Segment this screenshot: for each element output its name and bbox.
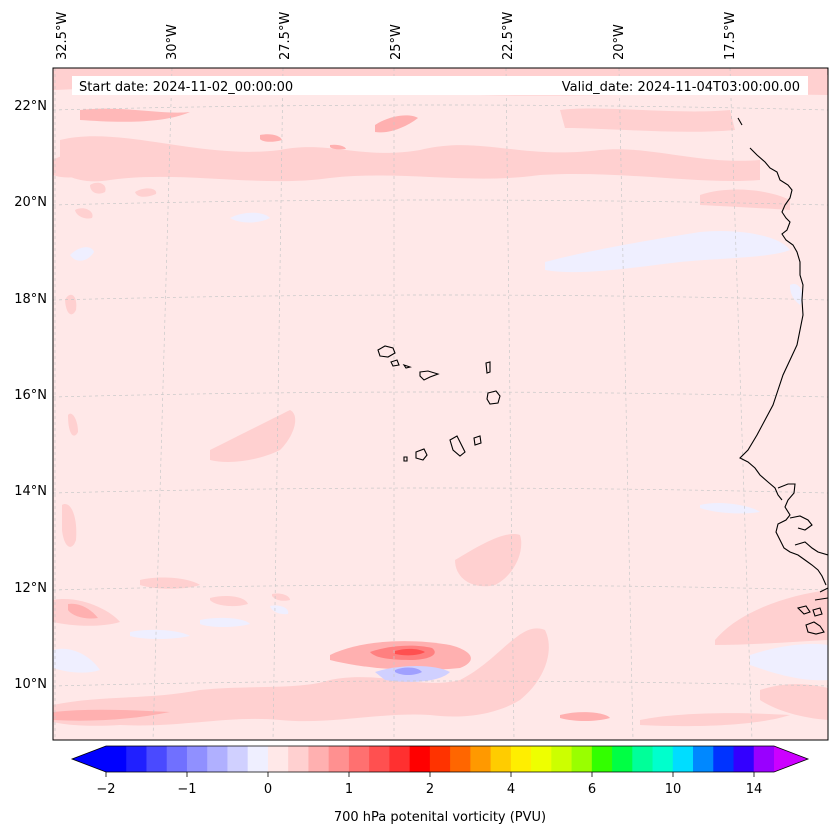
african-coastline [737, 68, 828, 635]
map-frame [52, 67, 829, 741]
lon-label: 32.5°W [55, 12, 70, 60]
colorbar-ticks: −2 −1 0 1 2 4 6 10 14 [96, 772, 762, 797]
latitude-labels: 22°N 20°N 18°N 16°N 14°N 12°N 10°N [14, 99, 47, 692]
colorbar-tick-label: 0 [264, 782, 272, 797]
colorbar-cell [166, 746, 188, 772]
colorbar-cell [207, 746, 228, 772]
colorbar-cell [126, 746, 147, 772]
colorbar-cell [106, 746, 127, 772]
colorbar-cell [328, 746, 350, 772]
colorbar-cell [146, 746, 168, 772]
colorbar: −2 −1 0 1 2 4 6 10 14 700 hPa potenital vorticit… [70, 745, 810, 825]
colorbar-cell [186, 746, 208, 772]
colorbar-cell [409, 746, 431, 772]
colorbar-cell [672, 746, 694, 772]
colorbar-cell [369, 746, 390, 772]
lon-label: 20°W [612, 24, 627, 60]
colorbar-outline [70, 745, 810, 773]
lon-label: 25°W [389, 24, 404, 60]
colorbar-cell [450, 746, 471, 772]
colorbar-tick-label: −1 [177, 782, 196, 797]
colorbar-tick-label: 6 [588, 782, 596, 797]
colorbar-cell [531, 746, 552, 772]
colorbar-label: 700 hPa potenital vorticity (PVU) [334, 810, 546, 825]
colorbar-tick-label: 1 [345, 782, 353, 797]
lon-label: 30°W [165, 24, 180, 60]
colorbar-cell [247, 746, 269, 772]
lat-label: 10°N [14, 677, 47, 692]
colorbar-tick-label: 4 [507, 782, 515, 797]
colorbar-cell [612, 746, 633, 772]
colorbar-cell [571, 746, 593, 772]
colorbar-cell [753, 746, 775, 772]
lat-label: 16°N [14, 388, 47, 403]
colorbar-cell [288, 746, 309, 772]
colorbar-cell [591, 746, 613, 772]
lat-label: 20°N [14, 195, 47, 210]
lon-label: 17.5°W [723, 12, 738, 60]
lat-label: 14°N [14, 484, 47, 499]
graticule [53, 68, 828, 740]
colorbar-cell [551, 746, 573, 772]
info-box [72, 76, 808, 95]
lat-label: 22°N [14, 99, 47, 114]
colorbar-cell [652, 746, 674, 772]
colorbar-cell [693, 746, 714, 772]
colorbar-extend-low [72, 746, 106, 772]
colorbar-cell [470, 746, 492, 772]
lat-label: 18°N [14, 292, 47, 307]
lon-label: 27.5°W [278, 12, 293, 60]
colorbar-tick-label: −2 [96, 782, 115, 797]
colorbar-extend-high [774, 746, 808, 772]
colorbar-cells [106, 746, 775, 772]
colorbar-cell [227, 746, 249, 772]
colorbar-cell [267, 746, 289, 772]
colorbar-cell [510, 746, 532, 772]
colorbar-cell [308, 746, 330, 772]
colorbar-tick-label: 14 [746, 782, 763, 797]
colorbar-cell [429, 746, 451, 772]
colorbar-tick-label: 2 [426, 782, 434, 797]
colorbar-cell [632, 746, 654, 772]
lat-label: 12°N [14, 581, 47, 596]
longitude-labels: 32.5°W 30°W 27.5°W 25°W 22.5°W 20°W 17.5… [55, 12, 738, 60]
colorbar-tick-label: 10 [665, 782, 682, 797]
colorbar-cell [713, 746, 735, 772]
colorbar-cell [490, 746, 512, 772]
valid-date-label: Valid_date: 2024-11-04T03:00:00.00 [562, 80, 800, 95]
colorbar-cell [733, 746, 755, 772]
cape-verde-islands [377, 345, 501, 462]
colorbar-cell [389, 746, 411, 772]
start-date-label: Start date: 2024-11-02_00:00:00 [79, 80, 293, 95]
lon-label: 22.5°W [501, 12, 516, 60]
colorbar-cell [348, 746, 370, 772]
map-area [53, 68, 828, 740]
